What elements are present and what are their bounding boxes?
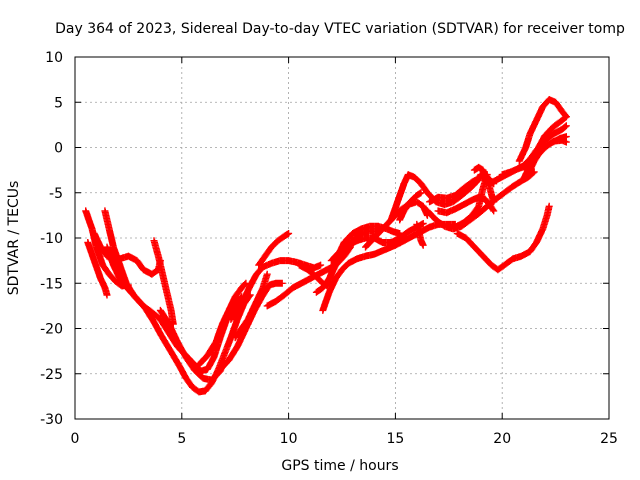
- series-arc-8: [195, 279, 250, 369]
- series-arc-11: [227, 257, 325, 323]
- y-tick-label: -5: [49, 186, 63, 202]
- y-tick-label: 0: [54, 141, 63, 157]
- x-tick-label: 0: [71, 431, 80, 447]
- series-markers: [319, 220, 459, 314]
- y-tick-label: -30: [40, 412, 63, 428]
- series-markers: [524, 133, 570, 179]
- series-markers: [396, 189, 425, 224]
- y-tick-label: -25: [40, 367, 63, 383]
- series-arc-19: [387, 171, 485, 224]
- series-markers: [227, 257, 325, 323]
- series-markers: [84, 239, 111, 299]
- x-tick-label: 25: [600, 431, 618, 447]
- chart-title: Day 364 of 2023, Sidereal Day-to-day VTE…: [55, 21, 625, 37]
- y-tick-label: 10: [45, 50, 63, 66]
- grid-lines: [75, 57, 609, 419]
- x-tick-label: 10: [280, 431, 298, 447]
- series-arc-16: [319, 220, 459, 314]
- series-arc-21: [413, 220, 427, 249]
- series-markers: [255, 230, 293, 269]
- series-arc-32: [453, 202, 553, 274]
- series-arc-12: [255, 230, 293, 269]
- series-arc-10: [231, 270, 271, 342]
- y-tick-label: 5: [54, 95, 63, 111]
- y-tick-label: -20: [40, 322, 63, 338]
- series-markers: [413, 220, 427, 249]
- x-tick-label: 20: [493, 431, 511, 447]
- series-arc-20: [396, 189, 425, 224]
- y-tick-label: -10: [40, 231, 63, 247]
- axis-ticks: 0 5 10 15 20 25 -30 -25 -20 -15 -10 -5 0 5 10: [40, 50, 618, 447]
- series-markers: [387, 171, 485, 224]
- y-tick-label: -15: [40, 276, 63, 292]
- data-marks: [82, 96, 570, 396]
- series-markers: [515, 96, 570, 165]
- x-axis-label: GPS time / hours: [281, 458, 398, 474]
- series-markers: [150, 237, 177, 328]
- series-arc-2: [84, 239, 111, 299]
- x-tick-label: 15: [386, 431, 404, 447]
- series-arc-29: [515, 96, 570, 165]
- series-markers: [453, 202, 553, 274]
- series-markers: [231, 270, 271, 342]
- series-arc-6: [150, 237, 177, 328]
- series-arc-31: [524, 133, 570, 179]
- y-axis-label: SDTVAR / TECUs: [6, 181, 22, 296]
- series-markers: [195, 279, 250, 369]
- x-tick-label: 5: [177, 431, 186, 447]
